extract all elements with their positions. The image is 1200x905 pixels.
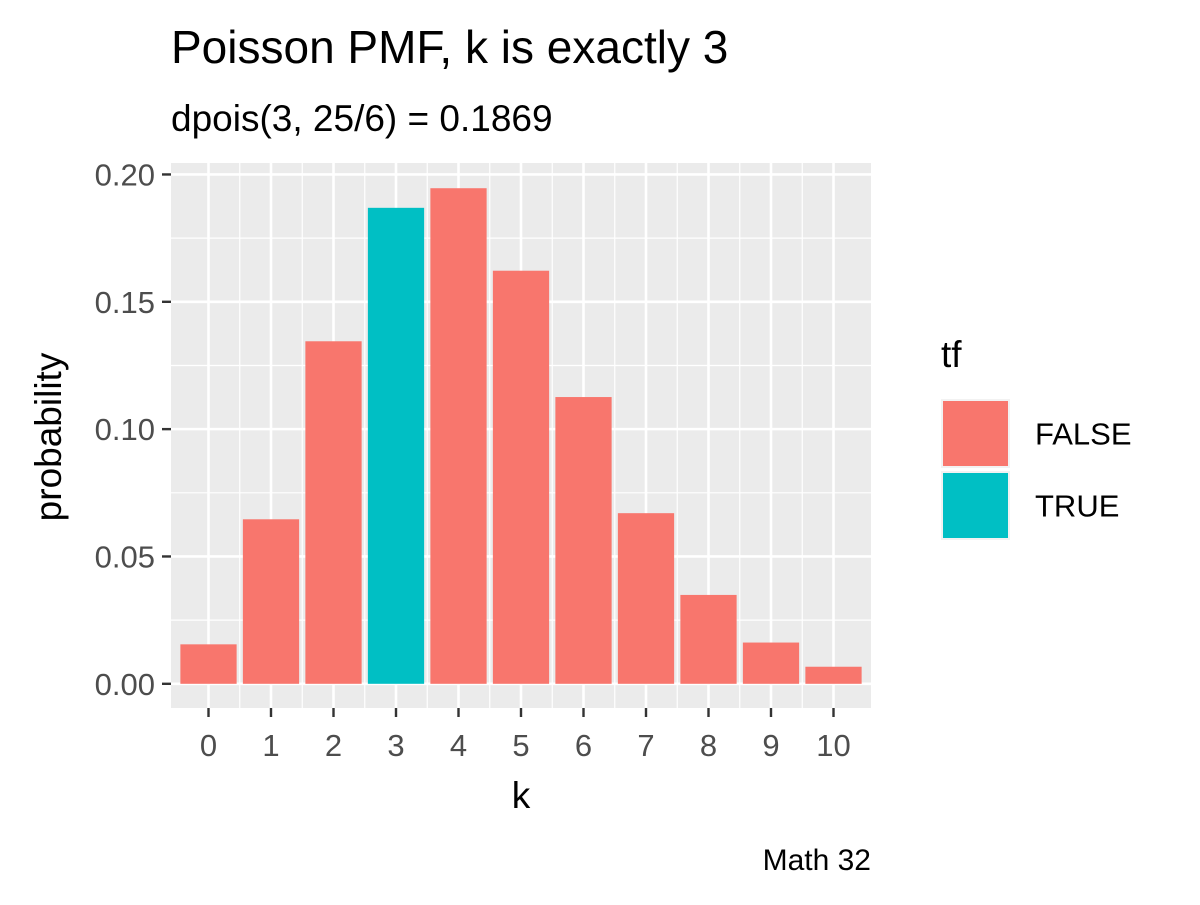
bars xyxy=(180,188,862,684)
y-tick-label: 0.05 xyxy=(95,539,155,574)
x-tick-label: 6 xyxy=(575,728,592,763)
x-tick-label: 0 xyxy=(200,728,217,763)
bar-k-8 xyxy=(680,594,737,684)
bar-k-3 xyxy=(367,207,425,684)
bar-k-4 xyxy=(430,188,487,684)
x-tick-label: 10 xyxy=(816,728,850,763)
y-tick-label: 0.00 xyxy=(95,667,155,702)
legend-label-true: TRUE xyxy=(1035,489,1119,524)
y-axis-label: probability xyxy=(28,352,69,521)
x-tick-label: 9 xyxy=(762,728,779,763)
bar-k-5 xyxy=(492,270,550,684)
legend: tf FALSE TRUE xyxy=(941,334,1132,540)
x-tick-label: 7 xyxy=(637,728,654,763)
x-axis-label: k xyxy=(512,775,531,816)
legend-swatch-true xyxy=(943,473,1008,538)
bar-k-9 xyxy=(742,642,800,684)
x-tick-label: 3 xyxy=(387,728,404,763)
x-tick-label: 5 xyxy=(512,728,529,763)
chart-subtitle: dpois(3, 25/6) = 0.1869 xyxy=(171,98,553,139)
x-axis: 0 1 2 3 4 5 6 7 8 9 10 xyxy=(200,708,851,763)
legend-swatch-false xyxy=(943,401,1008,466)
bar-k-7 xyxy=(617,513,675,684)
y-tick-label: 0.10 xyxy=(95,412,155,447)
legend-title: tf xyxy=(941,334,962,375)
bar-k-1 xyxy=(242,519,300,684)
bar-k-0 xyxy=(180,644,237,684)
x-tick-label: 4 xyxy=(450,728,467,763)
bar-k-10 xyxy=(805,666,862,684)
chart-caption: Math 32 xyxy=(763,844,871,877)
y-tick-label: 0.15 xyxy=(95,285,155,320)
legend-label-false: FALSE xyxy=(1035,417,1132,452)
x-tick-label: 2 xyxy=(325,728,342,763)
y-tick-label: 0.20 xyxy=(95,157,155,192)
x-tick-label: 8 xyxy=(700,728,717,763)
chart-title: Poisson PMF, k is exactly 3 xyxy=(171,21,728,73)
x-tick-label: 1 xyxy=(262,728,279,763)
y-axis: 0.00 0.05 0.10 0.15 0.20 xyxy=(95,157,171,702)
bar-k-6 xyxy=(555,397,612,684)
bar-k-2 xyxy=(305,341,362,684)
